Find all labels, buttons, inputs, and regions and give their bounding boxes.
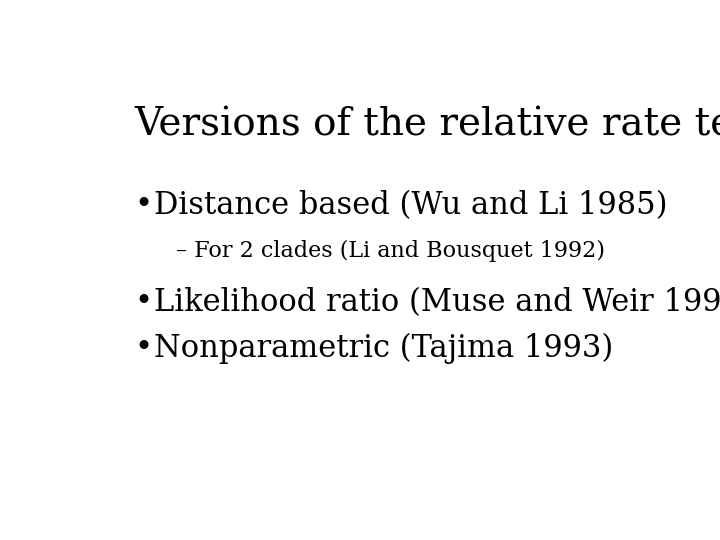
- Text: – For 2 clades (Li and Bousquet 1992): – For 2 clades (Li and Bousquet 1992): [176, 239, 606, 261]
- Text: Likelihood ratio (Muse and Weir 1992): Likelihood ratio (Muse and Weir 1992): [154, 287, 720, 318]
- Text: •: •: [135, 190, 153, 220]
- Text: Distance based (Wu and Li 1985): Distance based (Wu and Li 1985): [154, 190, 667, 220]
- Text: Versions of the relative rate test: Versions of the relative rate test: [135, 106, 720, 144]
- Text: Nonparametric (Tajima 1993): Nonparametric (Tajima 1993): [154, 333, 613, 364]
- Text: •: •: [135, 287, 153, 318]
- Text: •: •: [135, 333, 153, 364]
